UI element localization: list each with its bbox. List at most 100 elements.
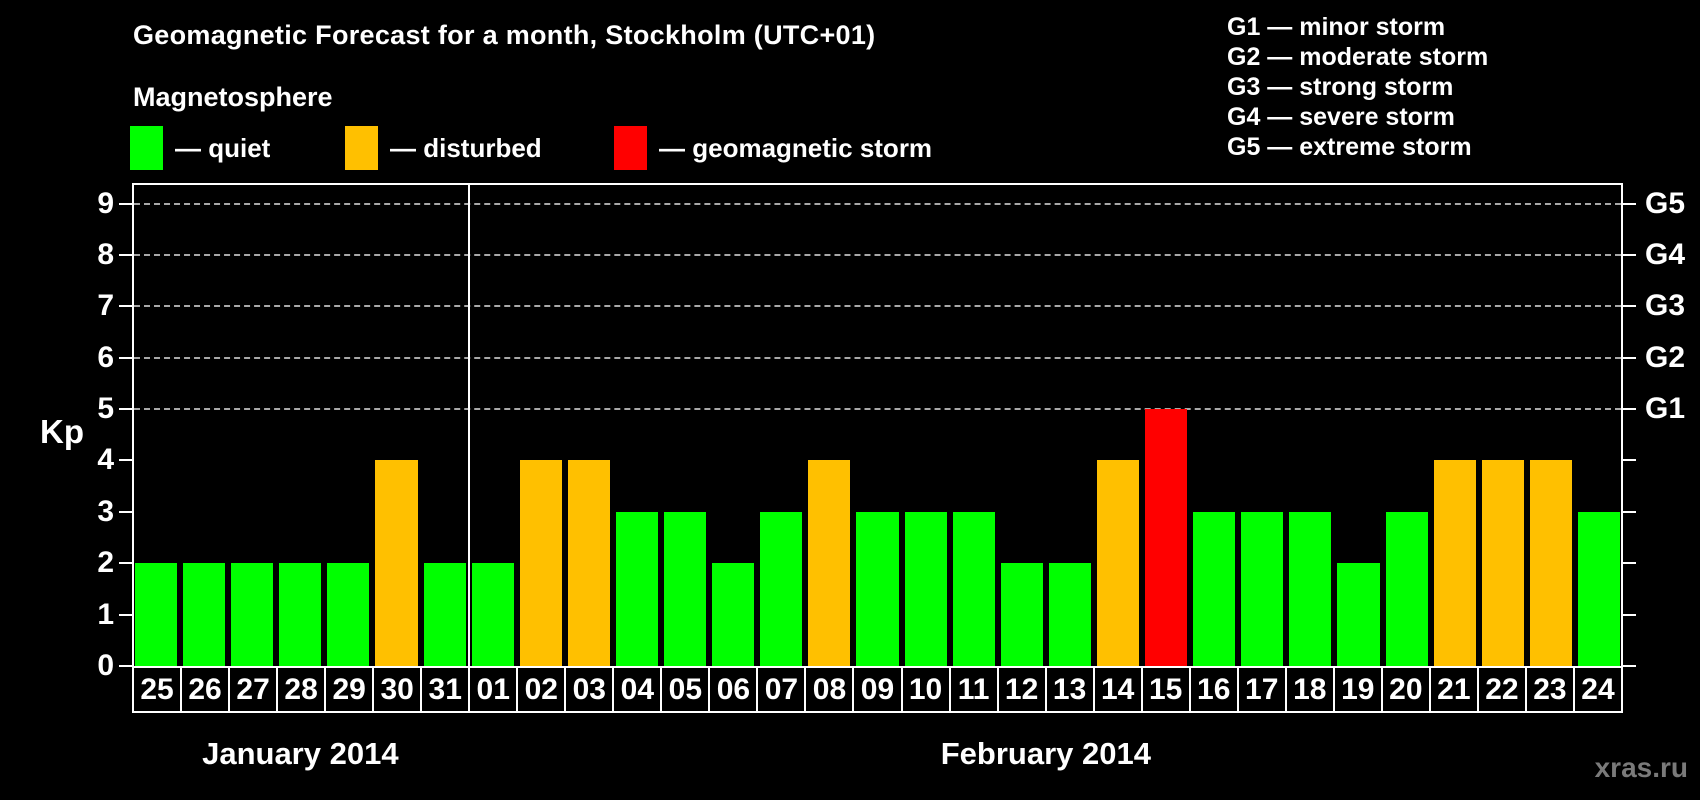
y-tick-left-7	[119, 305, 132, 308]
legend-item-storm: — geomagnetic storm	[614, 124, 932, 172]
x-tick-label-29: 29	[324, 666, 375, 713]
legend-label-quiet: — quiet	[175, 132, 271, 163]
month-label-january: January 2014	[202, 736, 399, 771]
bar-day-09	[856, 511, 899, 666]
bar-day-24	[1577, 511, 1620, 666]
y-tick-left-8	[119, 253, 132, 256]
x-tick-label-11: 11	[948, 666, 999, 713]
bar-day-30	[375, 460, 418, 666]
bar-day-19	[1337, 563, 1380, 666]
month-label-february: February 2014	[940, 736, 1151, 771]
y-tick-right-9	[1623, 202, 1636, 205]
y-tick-right-1	[1623, 613, 1636, 616]
bar-day-11	[952, 511, 995, 666]
legend-label-disturbed: — disturbed	[390, 132, 542, 163]
x-tick-label-31: 31	[420, 666, 471, 713]
x-tick-label-30: 30	[372, 666, 423, 713]
y-tick-label-9: 9	[97, 186, 114, 220]
gridline-kp5	[134, 408, 1621, 411]
x-tick-label-25: 25	[132, 666, 183, 713]
y-tick-left-9	[119, 202, 132, 205]
x-tick-label-07: 07	[756, 666, 807, 713]
legend-heading: Magnetosphere	[133, 82, 333, 112]
bar-day-10	[904, 511, 947, 666]
storm-scale-line-4: G4 — severe storm	[1227, 103, 1455, 131]
y-axis-title: Kp	[40, 412, 84, 450]
y-tick-right-0	[1623, 665, 1636, 667]
gridline-kp6	[134, 356, 1621, 359]
bar-day-05	[664, 511, 707, 666]
bar-day-25	[135, 563, 178, 666]
bar-day-01	[471, 563, 514, 666]
bar-day-15	[1145, 409, 1188, 666]
bar-day-17	[1241, 511, 1284, 666]
bar-day-20	[1385, 511, 1428, 666]
y-tick-label-2: 2	[97, 546, 114, 580]
bar-day-06	[712, 563, 755, 666]
storm-scale-line-2: G2 — moderate storm	[1227, 43, 1489, 71]
y-tick-right-8	[1623, 253, 1636, 256]
bar-day-07	[760, 511, 803, 666]
x-tick-label-26: 26	[180, 666, 231, 713]
legend-label-storm: — geomagnetic storm	[659, 132, 933, 163]
bar-day-03	[567, 460, 610, 666]
bar-day-12	[1000, 563, 1043, 666]
bar-day-23	[1529, 460, 1572, 666]
x-tick-label-17: 17	[1236, 666, 1287, 713]
legend-item-quiet: — quiet	[130, 124, 270, 172]
y-tick-right-4	[1623, 459, 1636, 462]
x-tick-label-28: 28	[276, 666, 327, 713]
bar-day-13	[1048, 563, 1091, 666]
x-tick-label-13: 13	[1044, 666, 1095, 713]
bar-day-08	[808, 460, 851, 666]
bar-day-22	[1481, 460, 1524, 666]
y-tick-left-0	[119, 665, 132, 667]
x-tick-label-21: 21	[1428, 666, 1479, 713]
storm-scale-line-1: G1 — minor storm	[1227, 13, 1446, 41]
storm-scale-legend: G1 — minor storm G2 — moderate storm G3 — …	[1227, 12, 1488, 162]
x-tick-label-06: 06	[708, 666, 759, 713]
bar-day-04	[615, 511, 659, 666]
legend-swatch-disturbed	[345, 126, 378, 170]
x-tick-label-09: 09	[852, 666, 903, 713]
legend-swatch-quiet	[130, 126, 163, 170]
y-tick-right-6	[1623, 356, 1636, 359]
bar-day-14	[1096, 460, 1140, 666]
x-tick-label-03: 03	[564, 666, 615, 713]
gridline-kp9	[134, 202, 1621, 205]
y-tick-label-4: 4	[97, 443, 114, 477]
y-tick-label-8: 8	[97, 237, 114, 271]
x-tick-label-14: 14	[1092, 666, 1143, 713]
g-scale-label-G1: G1	[1645, 392, 1686, 426]
x-tick-label-27: 27	[228, 666, 279, 713]
x-tick-label-15: 15	[1140, 666, 1191, 713]
y-tick-label-3: 3	[97, 494, 114, 528]
y-tick-label-0: 0	[97, 649, 114, 682]
x-tick-label-19: 19	[1332, 666, 1383, 713]
bar-day-16	[1193, 511, 1236, 666]
bar-day-28	[279, 563, 322, 666]
y-tick-right-5	[1623, 408, 1636, 411]
bar-day-26	[183, 563, 226, 666]
x-tick-label-23: 23	[1524, 666, 1575, 713]
chart-title: Geomagnetic Forecast for a month, Stockh…	[133, 20, 876, 50]
y-tick-label-6: 6	[97, 340, 114, 374]
storm-scale-line-5: G5 — extreme storm	[1227, 133, 1472, 161]
bar-day-29	[327, 563, 370, 666]
g-scale-label-G5: G5	[1645, 186, 1686, 220]
y-tick-right-7	[1623, 305, 1636, 308]
month-separator-line	[467, 183, 470, 666]
bar-day-27	[231, 563, 274, 666]
g-scale-label-G2: G2	[1645, 340, 1686, 374]
y-tick-left-4	[119, 459, 132, 462]
day-labels-row: 25 26 27 28 29 30 31 01 02 03 04 05 06 07 08 09 10 11 12 13…	[132, 666, 1623, 713]
x-tick-label-08: 08	[804, 666, 855, 713]
x-tick-label-05: 05	[660, 666, 711, 713]
x-tick-label-10: 10	[900, 666, 951, 713]
y-tick-right-2	[1623, 562, 1636, 565]
x-tick-label-01: 01	[468, 666, 519, 713]
y-tick-left-5	[119, 408, 132, 411]
storm-scale-line-3: G3 — strong storm	[1227, 73, 1454, 101]
x-tick-label-12: 12	[996, 666, 1047, 713]
